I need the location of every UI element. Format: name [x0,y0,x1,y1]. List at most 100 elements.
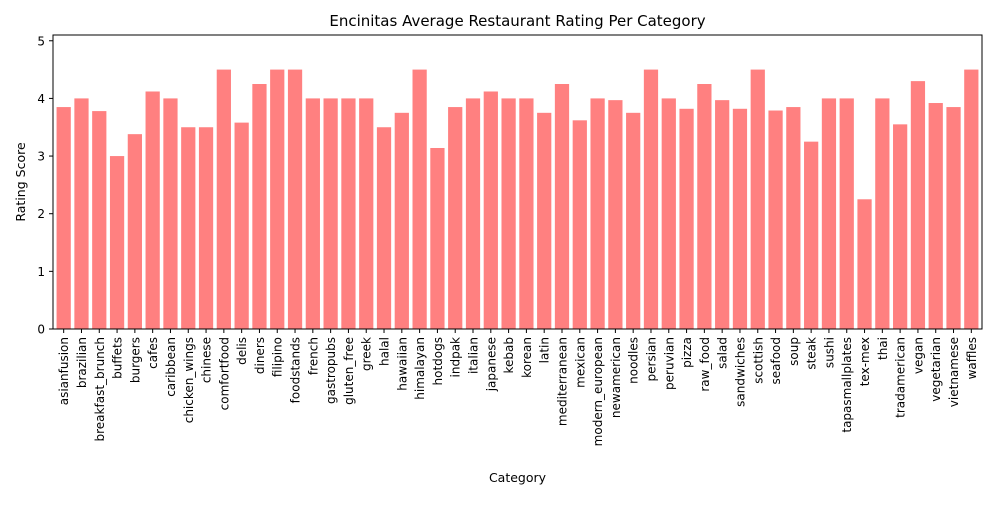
bar-italian [465,98,481,329]
x-tick-label: steak [805,337,819,370]
bar-sushi [821,98,837,329]
bar-gastropubs [323,98,338,329]
y-tick-label: 0 [37,323,45,337]
bar-mediterranean [554,84,570,329]
x-tick-label: waffles [965,337,979,379]
bar-halal [376,127,392,330]
x-tick-label: newamerican [609,337,623,418]
x-tick-label: soup [787,337,801,366]
bar-mexican [572,120,587,329]
bar-tradamerican [893,124,908,329]
x-tick-label: gastropubs [324,337,338,404]
x-tick-label: italian [467,337,481,374]
bar-pizza [679,108,694,329]
bar-delis [234,122,249,330]
x-tick-label: latin [538,337,552,363]
bar-caribbean [163,98,178,329]
bar-raw_food [697,84,712,329]
x-tick-label: modern_european [591,337,605,446]
x-tick-label: foodstands [289,337,303,403]
x-tick-label: persian [644,337,658,381]
bar-greek [359,98,374,329]
bar-chinese [198,127,214,330]
y-tick-label: 3 [37,150,45,164]
x-tick-label: thai [876,337,890,360]
bar-vegetarian [928,103,943,330]
bar-salad [715,100,730,329]
x-tick-label: mediterranean [555,337,569,426]
x-tick-label: brazilian [75,337,89,388]
bar-waffles [964,69,979,329]
bar-filipino [270,69,285,329]
x-tick-label: peruvian [662,337,676,390]
bar-sandwiches [732,108,748,329]
y-tick-label: 1 [37,265,45,279]
bar-steak [804,141,819,329]
x-tick-label: vietnamese [947,337,961,407]
x-tick-label: comfortfood [217,337,231,410]
y-axis-label: Rating Score [13,142,28,222]
x-tick-label: gluten_free [342,337,356,405]
bar-peruvian [661,98,676,329]
bar-burgers [127,134,142,329]
x-tick-label: delis [235,337,249,365]
bar-himalayan [412,69,427,329]
y-tick-label: 5 [37,34,45,48]
bars-group [56,69,979,330]
plot-frame [52,34,983,330]
x-tick-label: halal [378,337,392,366]
bar-brazilian [74,98,89,329]
chart-title: Encinitas Average Restaurant Rating Per … [329,12,705,30]
bar-chicken_wings [181,127,196,330]
x-tick-label: greek [360,337,374,371]
bar-hotdogs [430,147,445,329]
x-tick-label: tex-mex [858,337,872,386]
x-tick-label: french [306,337,320,375]
y-tick-label: 2 [37,207,45,221]
bar-kebab [501,98,516,329]
bar-soup [786,107,801,329]
x-tick-label: noodles [627,337,641,384]
x-tick-label: korean [520,337,534,378]
bar-french [305,98,320,329]
bar-newamerican [608,100,623,329]
bar-vietnamese [946,107,961,329]
bar-persian [643,69,659,329]
bar-cafes [145,91,160,330]
bar-foodstands [287,69,303,329]
x-tick-label: sandwiches [733,337,747,407]
bar-korean [519,98,534,329]
x-axis: asianfusion brazilian breakfast_brunch buff… [57,329,979,446]
x-tick-label: kebab [502,337,516,374]
bar-indpak [448,107,463,329]
x-axis-label: Category [489,470,547,485]
x-tick-label: japanese [484,337,498,392]
x-tick-label: hotdogs [431,337,445,385]
bar-buffets [109,156,125,329]
x-tick-label: breakfast_brunch [93,337,107,441]
x-tick-label: sushi [822,337,836,368]
x-tick-label: cafes [146,337,160,369]
x-tick-label: vegetarian [929,337,943,402]
x-tick-label: burgers [128,337,142,383]
bar-diners [252,84,267,329]
bar-japanese [483,91,498,330]
bar-latin [537,112,552,329]
x-tick-label: salad [716,337,730,369]
x-tick-label: seafood [769,337,783,385]
x-tick-label: mexican [573,337,587,388]
bar-seafood [768,110,783,330]
x-tick-label: asianfusion [57,337,71,405]
bar-comfortfood [216,69,231,329]
bar-thai [875,98,890,329]
bar-scottish [750,69,765,329]
x-tick-label: tradamerican [894,337,908,418]
bar-tex-mex [857,199,872,329]
bar-vegan [910,81,926,330]
x-tick-label: hawaiian [395,337,409,391]
bar-breakfast_brunch [92,111,107,329]
y-axis: 0 1 2 3 4 5 [37,34,53,337]
bar-gluten_free [341,98,356,329]
